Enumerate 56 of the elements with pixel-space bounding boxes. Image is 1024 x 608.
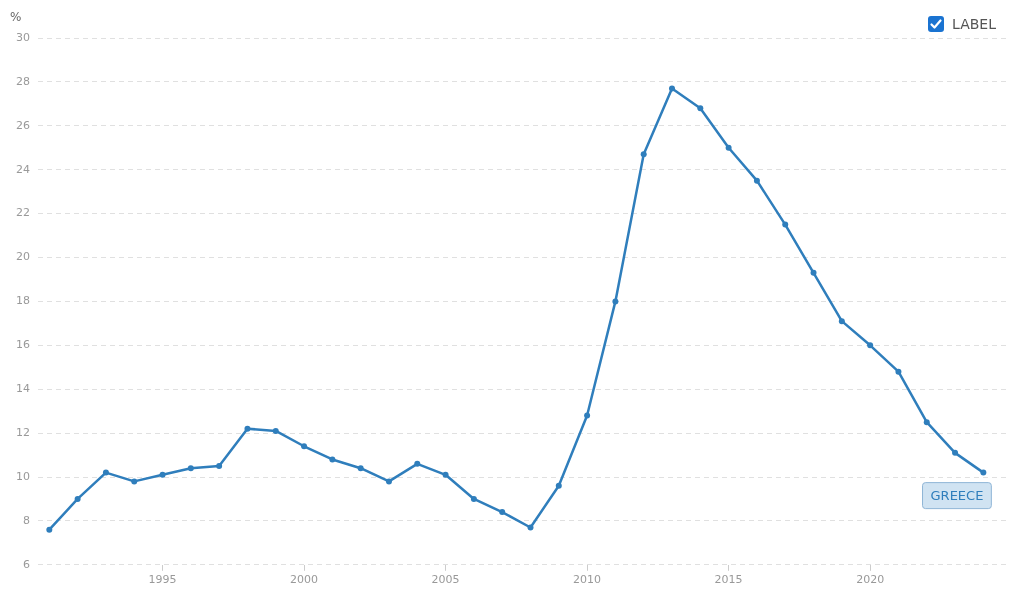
y-tick-label: 10 — [16, 469, 30, 483]
y-axis-title: % — [10, 10, 22, 25]
point — [895, 368, 902, 375]
y-tick-label: 20 — [16, 250, 30, 264]
point — [725, 144, 732, 151]
y-tick-label: 26 — [16, 118, 30, 132]
point — [357, 465, 364, 472]
point — [470, 495, 477, 502]
point — [74, 495, 81, 502]
point — [838, 318, 845, 325]
point — [244, 425, 251, 432]
point — [414, 460, 421, 467]
y-tick-label: 14 — [16, 382, 30, 396]
x-tick-label: 2010 — [573, 573, 602, 587]
point — [923, 419, 930, 426]
point — [782, 221, 789, 228]
point — [669, 85, 676, 92]
point — [272, 427, 279, 434]
point — [301, 443, 308, 450]
point — [952, 449, 959, 456]
point — [753, 177, 760, 184]
point — [980, 469, 987, 476]
point — [810, 269, 817, 276]
y-tick-label: 18 — [16, 294, 30, 308]
point — [131, 478, 138, 485]
point — [555, 482, 562, 489]
y-tick-label: 12 — [16, 425, 30, 439]
y-tick-label: 28 — [16, 74, 30, 88]
x-tick-label: 2000 — [290, 573, 319, 587]
point — [216, 463, 223, 470]
y-tick-label: 30 — [16, 30, 30, 44]
point — [442, 471, 449, 478]
y-tick-label: 24 — [16, 162, 30, 176]
y-tick-label: 8 — [23, 513, 30, 527]
x-tick-label: 2005 — [431, 573, 460, 587]
point — [102, 469, 109, 476]
point — [499, 509, 506, 516]
point — [640, 151, 647, 158]
y-tick-label: 16 — [16, 338, 30, 352]
point — [867, 342, 874, 349]
point — [329, 456, 336, 463]
point — [159, 471, 166, 478]
point — [697, 105, 704, 112]
point — [46, 526, 53, 533]
x-tick-label: 2015 — [714, 573, 743, 587]
point — [612, 298, 619, 305]
point — [187, 465, 194, 472]
point — [584, 412, 591, 419]
text: LABEL — [952, 16, 996, 32]
point — [385, 478, 392, 485]
x-tick-label: 1995 — [148, 573, 177, 587]
y-tick-label: 6 — [23, 557, 30, 571]
y-tick-label: 22 — [16, 206, 30, 220]
series-label: GREECE — [930, 487, 984, 503]
point — [527, 524, 534, 531]
x-tick-label: 2020 — [856, 573, 885, 587]
